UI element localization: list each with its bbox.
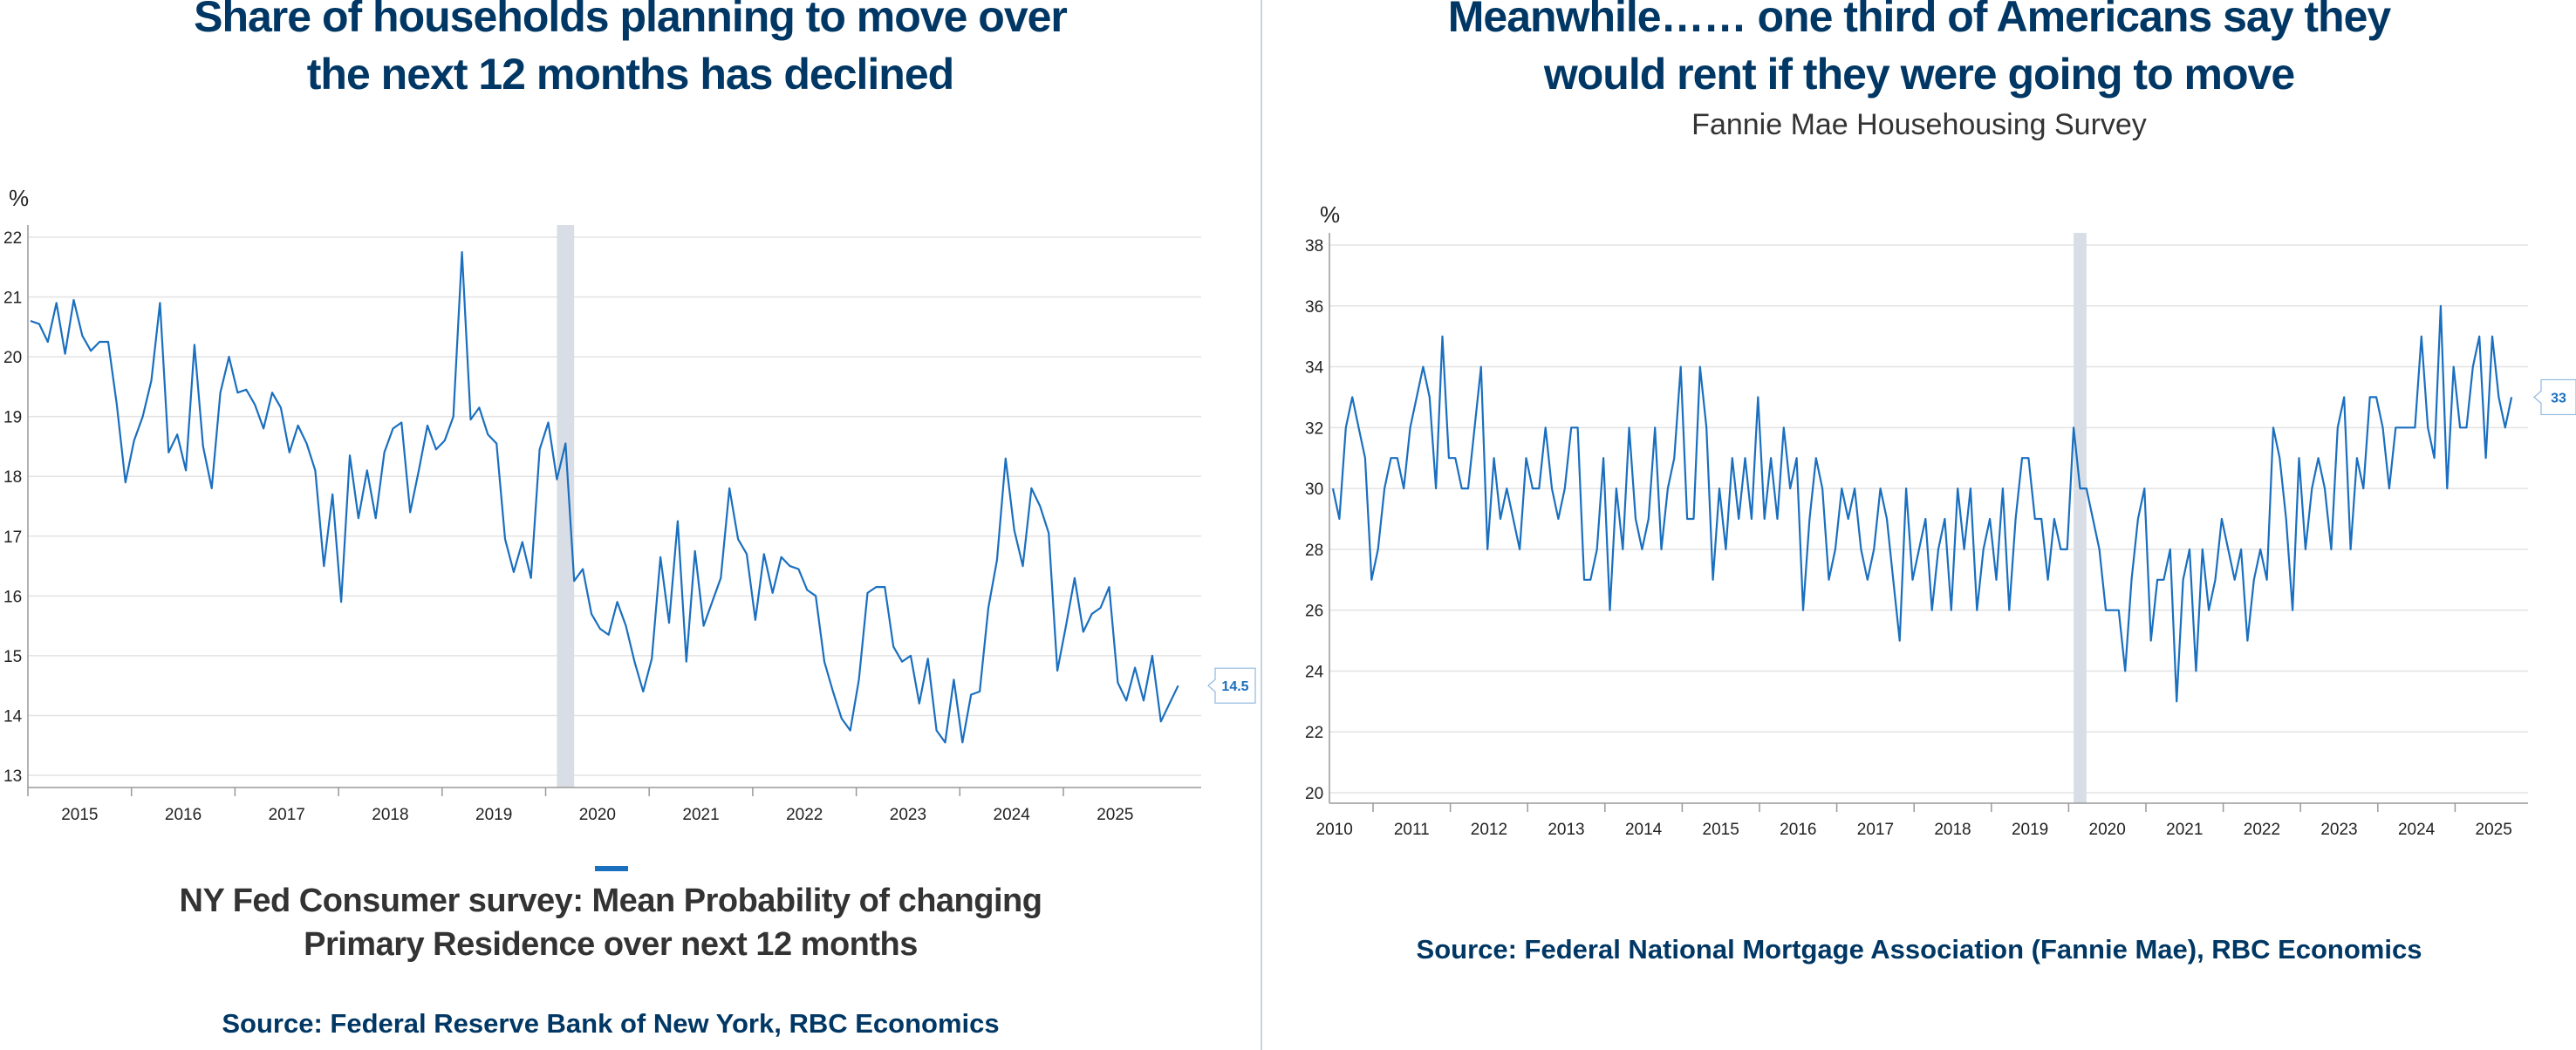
last-value-label: 33 [2551, 391, 2566, 406]
data-series-line [30, 251, 1179, 744]
y-tick-label: 24 [1305, 663, 1324, 681]
left-source: Source: Federal Reserve Bank of New York… [222, 1008, 1000, 1039]
y-axis-unit: % [1320, 201, 1340, 228]
left-legend-caption: NY Fed Consumer survey: Mean Probability… [0, 879, 1221, 966]
y-tick-label: 19 [3, 409, 22, 427]
x-tick-label: 2023 [2320, 821, 2357, 839]
x-tick-label: 2022 [2244, 821, 2280, 839]
x-tick-label: 2014 [1625, 821, 1663, 839]
y-tick-label: 30 [1305, 481, 1323, 499]
y-tick-label: 22 [1305, 724, 1323, 742]
x-tick-label: 2019 [475, 806, 512, 824]
y-tick-label: 20 [3, 349, 22, 367]
x-tick-label: 2017 [269, 806, 305, 824]
right-source: Source: Federal National Mortgage Associ… [1416, 934, 2422, 965]
y-tick-label: 32 [1305, 419, 1323, 438]
y-tick-label: 21 [3, 290, 22, 308]
left-title-line1: Share of households planning to move ove… [194, 0, 1068, 41]
x-tick-label: 2025 [1097, 806, 1133, 824]
caption-line2: Primary Residence over next 12 months [304, 926, 918, 963]
x-tick-label: 2024 [2398, 821, 2436, 839]
y-tick-label: 14 [3, 707, 23, 726]
x-tick-label: 2015 [61, 806, 98, 824]
x-tick-label: 2012 [1471, 821, 1507, 839]
x-tick-label: 2021 [682, 806, 719, 824]
x-tick-label: 2022 [786, 806, 823, 824]
y-tick-label: 18 [3, 468, 22, 487]
right-title-line1: Meanwhile…… one third of Americans say t… [1447, 0, 2391, 41]
y-axis-unit: % [9, 185, 29, 211]
x-tick-label: 2018 [372, 806, 408, 824]
y-tick-label: 22 [3, 229, 22, 248]
x-tick-label: 2020 [2089, 821, 2126, 839]
x-tick-label: 2025 [2476, 821, 2512, 839]
x-tick-label: 2016 [165, 806, 202, 824]
x-tick-label: 2018 [1934, 821, 1971, 839]
caption-line1: NY Fed Consumer survey: Mean Probability… [179, 883, 1042, 919]
y-tick-label: 38 [1305, 237, 1323, 256]
x-tick-label: 2011 [1394, 821, 1430, 839]
right-chart-title: Meanwhile…… one third of Americans say t… [1262, 0, 2576, 103]
left-title-line2: the next 12 months has declined [306, 50, 954, 99]
x-tick-label: 2023 [890, 806, 926, 824]
y-tick-label: 15 [3, 648, 22, 666]
right-chart-subtitle: Fannie Mae Househousing Survey [1691, 108, 2147, 141]
x-tick-label: 2016 [1780, 821, 1816, 839]
y-tick-label: 20 [1305, 785, 1323, 803]
x-tick-label: 2010 [1316, 821, 1353, 839]
y-tick-label: 16 [3, 588, 22, 606]
x-tick-label: 2013 [1548, 821, 1584, 839]
x-tick-label: 2020 [579, 806, 616, 824]
x-tick-label: 2024 [994, 806, 1031, 824]
x-tick-label: 2021 [2166, 821, 2203, 839]
last-value-label: 14.5 [1221, 679, 1248, 694]
last-value-callout [1207, 667, 1256, 704]
y-tick-label: 13 [3, 767, 22, 786]
recession-shading [2074, 233, 2087, 803]
last-value-callout [2533, 378, 2576, 416]
panel-divider [1261, 0, 1262, 1050]
data-series-line [1331, 304, 2513, 703]
y-tick-label: 34 [1305, 359, 1324, 378]
y-tick-label: 17 [3, 528, 22, 547]
y-tick-label: 28 [1305, 542, 1323, 560]
x-tick-label: 2017 [1857, 821, 1894, 839]
y-tick-label: 36 [1305, 298, 1323, 317]
x-tick-label: 2015 [1703, 821, 1739, 839]
left-chart-title: Share of households planning to move ove… [0, 0, 1261, 103]
recession-shading [557, 225, 575, 788]
right-title-line2: would rent if they were going to move [1543, 50, 2295, 99]
y-tick-label: 26 [1305, 603, 1323, 621]
x-tick-label: 2019 [2012, 821, 2048, 839]
legend-line-swatch [595, 866, 628, 871]
